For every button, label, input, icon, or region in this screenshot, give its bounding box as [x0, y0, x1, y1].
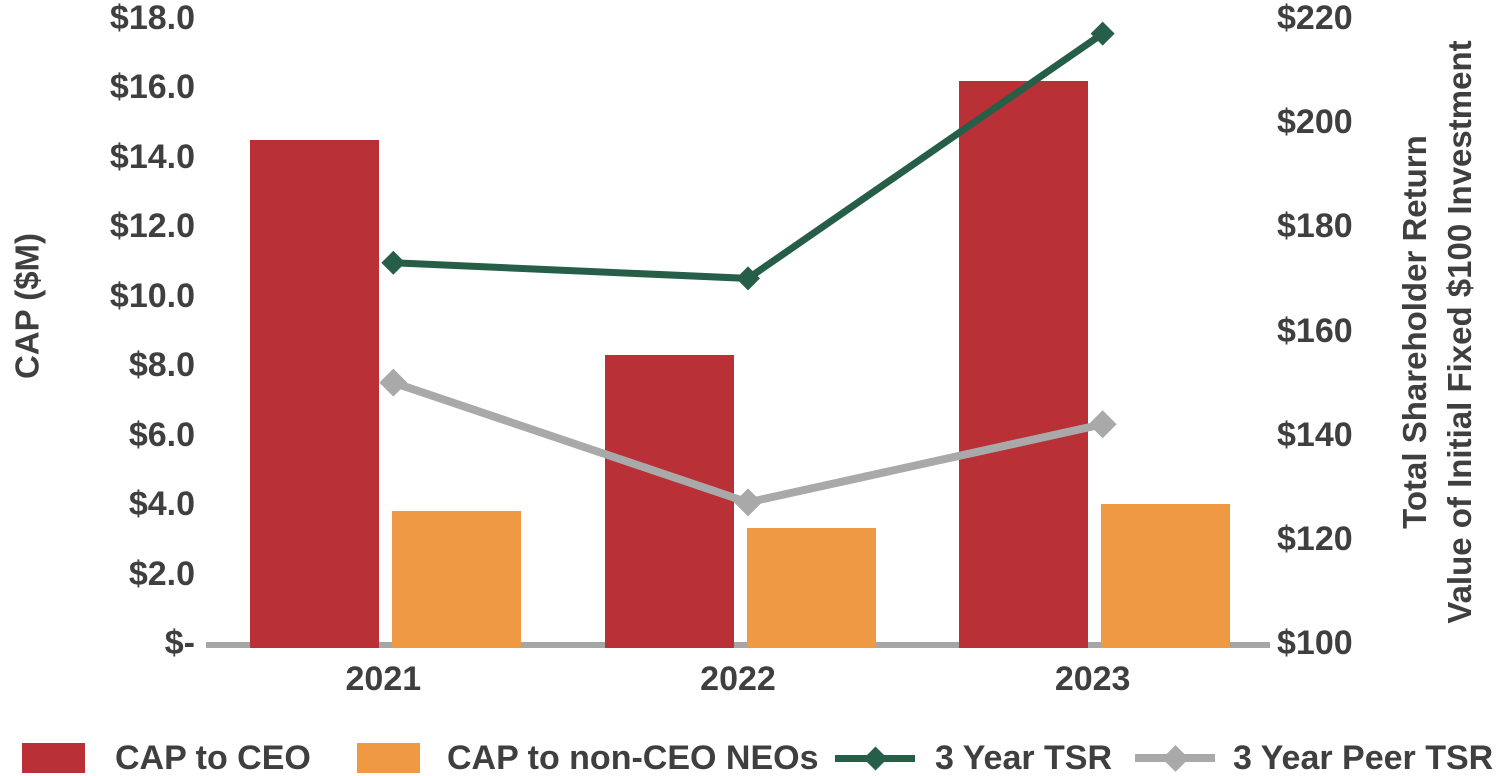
right-axis-tick-label: $120 — [1277, 519, 1353, 558]
left-axis-tick-label: $14.0 — [109, 137, 195, 176]
x-axis-line — [206, 642, 1270, 648]
legend-label-cap-to-ceo: CAP to CEO — [115, 739, 311, 776]
left-axis-tick-label: $6.0 — [128, 415, 195, 454]
left-axis-tick-label: $- — [164, 624, 195, 662]
bar-cap-to-ceo-2022 — [604, 354, 734, 648]
legend-label-cap-to-non-ceo-neos: CAP to non-CEO NEOs — [447, 739, 819, 776]
right-axis-tick-label: $160 — [1277, 311, 1353, 350]
right-axis-title-line1: Total Shareholder Return — [1396, 135, 1433, 529]
bar-cap-to-non-ceo-neos-2023 — [1101, 504, 1231, 648]
legend-swatch-cap-to-ceo — [22, 743, 85, 773]
legend-line-sample-3-year-tsr — [835, 743, 915, 773]
left-axis-tick-label: $2.0 — [128, 554, 195, 593]
left-axis-tick-label: $18.0 — [109, 0, 195, 37]
marker-3-year-tsr-2023 — [1090, 21, 1115, 46]
left-axis-tick-label: $10.0 — [109, 276, 195, 315]
right-axis-tick-label: $220 — [1277, 0, 1353, 37]
x-axis-label-2022: 2022 — [700, 660, 776, 698]
left-axis-tick-label: $4.0 — [128, 485, 195, 524]
marker-3-year-tsr-2021 — [381, 250, 406, 275]
right-axis-tick-label: $180 — [1277, 207, 1353, 246]
legend-diamond-icon — [1161, 744, 1189, 772]
legend-label-3-year-peer-tsr: 3 Year Peer TSR — [1233, 739, 1494, 776]
x-axis-label-2023: 2023 — [1054, 660, 1131, 698]
right-axis-title-line2: Value of Initial Fixed $100 Investment — [1441, 40, 1478, 624]
right-axis-title-text: Total Shareholder Return Value of Initia… — [1392, 40, 1482, 623]
marker-3-year-peer-tsr-2022 — [734, 488, 762, 517]
marker-3-year-tsr-2022 — [736, 266, 760, 291]
left-axis-tick-label: $8.0 — [128, 346, 195, 385]
bar-cap-to-non-ceo-neos-2022 — [746, 528, 876, 648]
x-axis-label-2021: 2021 — [345, 660, 422, 698]
right-axis-tick-label: $140 — [1277, 415, 1353, 454]
right-axis-tick-label: $100 — [1277, 624, 1353, 662]
legend-label-3-year-tsr: 3 Year TSR — [935, 739, 1113, 776]
legend-diamond-icon — [862, 745, 888, 771]
marker-3-year-peer-tsr-2023 — [1088, 410, 1117, 439]
marker-3-year-peer-tsr-2021 — [379, 368, 408, 397]
legend-line-sample-3-year-peer-tsr — [1135, 743, 1215, 773]
left-axis-tick-label: $16.0 — [109, 68, 195, 107]
bar-cap-to-ceo-2021 — [249, 139, 379, 648]
right-axis-tick-label: $200 — [1277, 103, 1353, 142]
legend-swatch-cap-to-non-ceo-neos — [357, 743, 420, 773]
bar-cap-to-non-ceo-neos-2021 — [391, 511, 521, 648]
bar-cap-to-ceo-2023 — [959, 80, 1089, 648]
left-axis-tick-label: $12.0 — [109, 207, 195, 246]
